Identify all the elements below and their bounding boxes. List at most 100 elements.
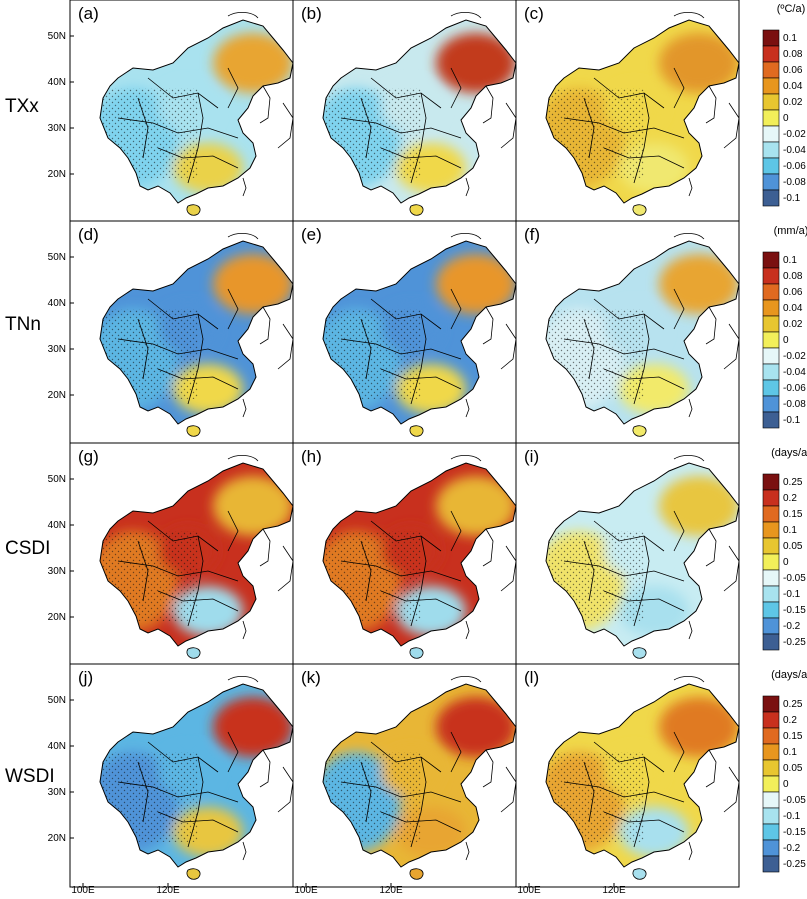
colorbar-segment	[763, 46, 779, 62]
colorbar-segment	[763, 252, 779, 268]
colorbar-segment	[763, 62, 779, 78]
colorbar-segment	[763, 332, 779, 348]
lat-tick-label: 20N	[48, 833, 66, 844]
panel-label: (l)	[524, 668, 539, 687]
colorbar-segment	[763, 586, 779, 602]
lat-tick-label: 30N	[48, 566, 66, 577]
colorbar-segment	[763, 776, 779, 792]
colorbar-tick-label: 0.06	[783, 65, 803, 76]
colorbar-tick-label: 0	[783, 335, 789, 346]
map-panel: (g)	[70, 443, 298, 664]
lat-tick-label: 30N	[48, 123, 66, 134]
colorbar-segment	[763, 348, 779, 364]
colorbar-tick-label: -0.04	[783, 145, 806, 156]
panel-label: (g)	[78, 447, 99, 466]
panel-label: (h)	[301, 447, 322, 466]
colorbar: (ºC/a)0.10.080.060.040.020-0.02-0.04-0.0…	[763, 3, 806, 206]
colorbar-tick-label: -0.06	[783, 161, 806, 172]
panel-label: (c)	[524, 4, 544, 23]
colorbar-segment	[763, 728, 779, 744]
colorbar-segment	[763, 506, 779, 522]
colorbar-tick-label: 0.08	[783, 49, 803, 60]
map-panel: (d)	[70, 221, 298, 443]
colorbar-tick-label: 0.04	[783, 81, 803, 92]
lat-tick-label: 50N	[48, 474, 66, 485]
panel-label: (a)	[78, 4, 99, 23]
colorbar-unit: (days/a)	[771, 669, 807, 681]
map-panel: (l)	[516, 664, 744, 887]
colorbar-segment	[763, 126, 779, 142]
colorbar-segment	[763, 618, 779, 634]
panel-label: (d)	[78, 225, 99, 244]
lat-tick-label: 30N	[48, 787, 66, 798]
colorbar-segment	[763, 824, 779, 840]
panel-label: (i)	[524, 447, 539, 466]
colorbar-segment	[763, 696, 779, 712]
row-label-wsdi: WSDI	[5, 766, 55, 787]
colorbar: (mm/a) 0.1 0.08 0.06 0.04 0.02 0 -0.02 -0.04 -0.0…	[763, 225, 807, 428]
colorbar-tick-label: 0.1	[783, 255, 797, 266]
colorbar-tick-label: -0.15	[783, 827, 806, 838]
colorbar-segment	[763, 174, 779, 190]
colorbar-segment	[763, 634, 779, 650]
colorbar-tick-label: 0.2	[783, 493, 797, 504]
colorbar-unit: (ºC/a)	[777, 3, 805, 15]
colorbar-tick-label: -0.04	[783, 367, 806, 378]
colorbar-unit: (days/a)	[771, 447, 807, 459]
colorbar-segment	[763, 268, 779, 284]
lat-tick-label: 40N	[48, 77, 66, 88]
lat-tick-label: 40N	[48, 298, 66, 309]
colorbar-tick-label: -0.08	[783, 399, 806, 410]
colorbar-tick-label: 0.06	[783, 287, 803, 298]
colorbar-segment	[763, 364, 779, 380]
colorbar-segment	[763, 522, 779, 538]
panel-label: (e)	[301, 225, 322, 244]
colorbar-tick-label: 0.05	[783, 763, 803, 774]
colorbar-segment	[763, 78, 779, 94]
map-panel: (a)	[70, 0, 298, 221]
colorbar-segment	[763, 840, 779, 856]
colorbar-segment	[763, 602, 779, 618]
colorbar-segment	[763, 142, 779, 158]
map-panel: (b)	[293, 0, 521, 221]
panel-label: (j)	[78, 668, 93, 687]
colorbar-segment	[763, 744, 779, 760]
colorbar-segment	[763, 570, 779, 586]
colorbar-segment	[763, 760, 779, 776]
colorbar-segment	[763, 300, 779, 316]
colorbar-tick-label: -0.1	[783, 811, 801, 822]
map-panel: (e)	[293, 221, 521, 443]
lat-tick-label: 20N	[48, 612, 66, 623]
colorbar-tick-label: 0	[783, 557, 789, 568]
lat-tick-label: 50N	[48, 252, 66, 263]
lat-tick-label: 40N	[48, 741, 66, 752]
colorbar-segment	[763, 412, 779, 428]
colorbar-segment	[763, 316, 779, 332]
colorbar-tick-label: -0.08	[783, 177, 806, 188]
map-panel: (k)	[293, 664, 521, 887]
colorbar-tick-label: 0.02	[783, 319, 803, 330]
row-label-tnn: TNn	[5, 314, 41, 335]
colorbar-tick-label: -0.1	[783, 415, 801, 426]
colorbar-tick-label: -0.25	[783, 859, 806, 870]
colorbar-tick-label: 0	[783, 113, 789, 124]
colorbar-segment	[763, 30, 779, 46]
colorbar-tick-label: -0.1	[783, 193, 801, 204]
colorbar-tick-label: -0.06	[783, 383, 806, 394]
colorbar-tick-label: 0.25	[783, 699, 803, 710]
colorbar-segment	[763, 712, 779, 728]
colorbar-segment	[763, 474, 779, 490]
colorbar-segment	[763, 110, 779, 126]
panel-label: (k)	[301, 668, 321, 687]
colorbar-tick-label: 0.05	[783, 541, 803, 552]
colorbar-segment	[763, 396, 779, 412]
colorbar-tick-label: -0.2	[783, 621, 801, 632]
colorbar-segment	[763, 490, 779, 506]
lat-tick-label: 30N	[48, 344, 66, 355]
colorbar-tick-label: 0.15	[783, 509, 803, 520]
colorbar-tick-label: -0.2	[783, 843, 801, 854]
colorbar-tick-label: -0.25	[783, 637, 806, 648]
colorbar-tick-label: -0.02	[783, 129, 806, 140]
colorbar-tick-label: -0.02	[783, 351, 806, 362]
